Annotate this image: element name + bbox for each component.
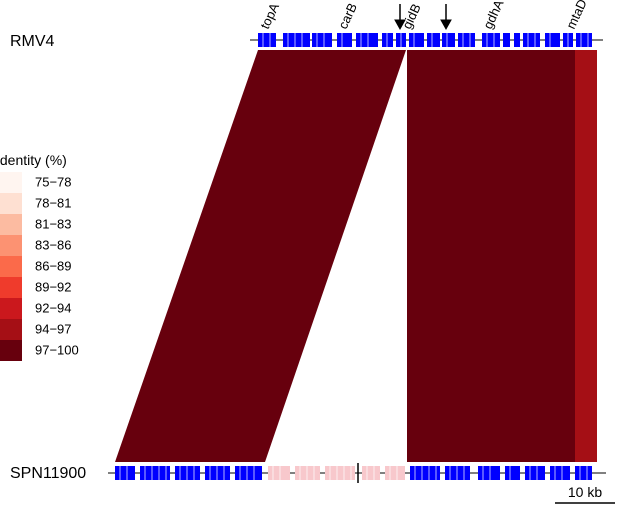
legend-label: 89−92 (35, 279, 72, 294)
gene (482, 33, 500, 47)
gene (550, 466, 570, 480)
legend-label: 97−100 (35, 342, 79, 357)
gene (283, 33, 310, 47)
gene (325, 466, 355, 480)
track-name: RMV4 (10, 33, 55, 50)
legend-label: 86−89 (35, 258, 72, 273)
gene (458, 33, 475, 47)
legend-label: 92−94 (35, 300, 72, 315)
gene (410, 466, 440, 480)
legend-swatch (0, 193, 22, 214)
legend-swatch (0, 172, 22, 193)
legend-swatch (0, 298, 22, 319)
gene (295, 466, 320, 480)
legend-label: 83−86 (35, 237, 72, 252)
gene-label: gidB (399, 1, 424, 31)
legend-swatch (0, 214, 22, 235)
gene (385, 466, 405, 480)
gene (140, 466, 170, 480)
gene-label: gdhA (480, 0, 507, 31)
gene (478, 466, 500, 480)
scale-label: 10 kb (568, 484, 602, 500)
gene (409, 33, 424, 47)
gene-label: mtaD (563, 0, 590, 31)
gene (503, 33, 510, 47)
gene (427, 33, 440, 47)
legend-label: 75−78 (35, 174, 72, 189)
gene (258, 33, 276, 47)
gene (576, 33, 592, 47)
gene (525, 466, 545, 480)
gene-labels: topA carB gidB gdhA mtaD (257, 0, 590, 31)
gene (382, 33, 393, 47)
gene (575, 466, 592, 480)
gene (115, 466, 135, 480)
gene (362, 466, 380, 480)
gene (545, 33, 560, 47)
gene-label: topA (257, 0, 282, 31)
gene (505, 466, 520, 480)
gene (235, 466, 262, 480)
gene (523, 33, 540, 47)
gene (337, 33, 352, 47)
homology-block (407, 50, 575, 462)
homology-block (575, 50, 597, 462)
gene (445, 466, 470, 480)
genes (115, 33, 592, 480)
legend-label: 81−83 (35, 216, 72, 231)
legend-swatch (0, 256, 22, 277)
gene (268, 466, 290, 480)
legend-swatch (0, 235, 22, 256)
legend-swatch (0, 277, 22, 298)
gene (175, 466, 200, 480)
gene (442, 33, 455, 47)
legend-swatch (0, 319, 22, 340)
gene (356, 33, 378, 47)
gene (514, 33, 520, 47)
gene (312, 33, 332, 47)
legend-swatch (0, 340, 22, 361)
legend-label: 94−97 (35, 321, 72, 336)
gene-label: carB (335, 1, 360, 32)
legend: 75−78 78−81 81−83 83−86 86−89 89−92 92−94 94−97… (0, 172, 79, 361)
legend-title: Identity (%) (0, 152, 67, 168)
homology-block (115, 50, 406, 462)
track-name: SPN11900 (10, 465, 86, 482)
gene (205, 466, 230, 480)
legend-label: 78−81 (35, 195, 72, 210)
arrows (394, 4, 452, 31)
